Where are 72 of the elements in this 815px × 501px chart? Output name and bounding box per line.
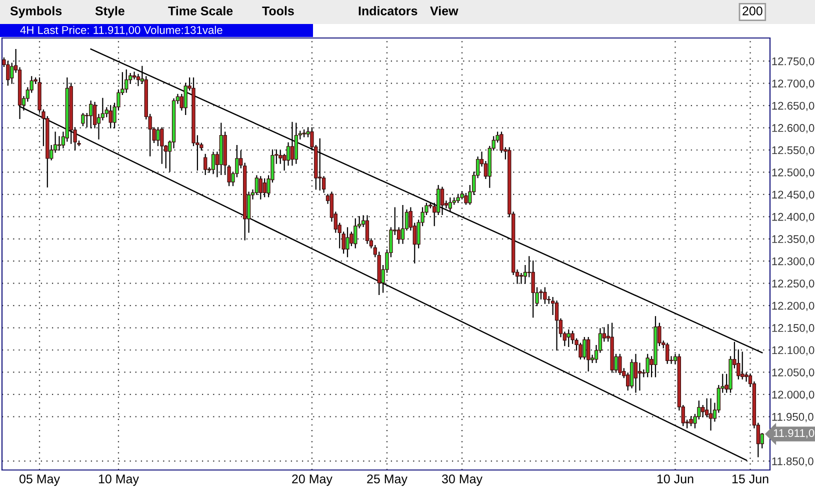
- candlestick: [318, 138, 322, 191]
- candlestick: [290, 122, 294, 166]
- candlestick: [278, 150, 282, 164]
- x-tick-label: 15 Jun: [732, 474, 768, 484]
- y-tick-label: 12.750,0: [772, 57, 814, 67]
- candlestick: [354, 218, 358, 248]
- y-tick-label: 12.450,0: [772, 190, 814, 200]
- y-tick-label: 12.300,0: [772, 257, 814, 267]
- candlestick: [211, 152, 216, 174]
- candlestick: [531, 260, 535, 318]
- chart-title: 4H Last Price: 11.911,00 Volume:131vale: [20, 26, 222, 36]
- candlestick: [708, 398, 713, 431]
- candlestick: [262, 178, 266, 198]
- candlestick: [440, 186, 444, 215]
- x-tick-label: 10 Jun: [657, 474, 694, 484]
- candlestick: [258, 176, 262, 200]
- candlestick: [701, 405, 705, 418]
- candlestick: [638, 362, 642, 391]
- y-tick-label: 12.650,0: [772, 102, 814, 112]
- candlestick: [582, 337, 586, 360]
- y-tick-label: 12.250,0: [772, 280, 814, 289]
- x-tick-label: 10 May: [98, 474, 139, 486]
- y-tick-label: 11.950,0: [772, 412, 814, 422]
- candlestick: [740, 352, 744, 380]
- text: Indicators: [358, 6, 418, 16]
- x-tick-label: 05 May: [20, 474, 60, 486]
- x-tick-label: 25 May: [367, 474, 408, 486]
- y-tick-label: 12.500,0: [772, 168, 814, 178]
- candlestick: [543, 287, 547, 304]
- candlestick: [108, 105, 112, 128]
- text: View: [430, 6, 458, 16]
- y-tick-label: 12.600,0: [772, 124, 814, 134]
- y-tick-label: 11.850,0: [772, 457, 814, 467]
- candlestick: [519, 273, 524, 284]
- candlestick: [586, 337, 590, 372]
- text: 200: [742, 6, 762, 16]
- text: Time Scale: [168, 6, 233, 16]
- text: Style: [95, 6, 124, 18]
- y-tick-label: 12.200,0: [772, 302, 814, 312]
- y-tick-label: 12.150,0: [772, 324, 814, 334]
- candlestick: [204, 154, 208, 175]
- text: 11.911,0: [774, 429, 814, 438]
- candlestick: [554, 300, 559, 351]
- y-tick-label: 12.100,0: [772, 346, 814, 356]
- candlestick: [6, 61, 10, 86]
- candlestick: [89, 100, 93, 128]
- candlestick: [156, 127, 160, 146]
- candlestick: [448, 197, 452, 212]
- candlestick: [346, 227, 350, 258]
- candlestick: [566, 329, 570, 347]
- candlestick: [666, 342, 670, 364]
- candlestick: [634, 354, 638, 393]
- candlestick: [646, 354, 650, 378]
- candlestick: [618, 354, 622, 375]
- y-tick-label: 12.000,0: [772, 390, 814, 400]
- candlestick: [294, 122, 298, 164]
- candlestick: [81, 113, 85, 126]
- x-tick-label: 30 May: [442, 474, 482, 486]
- y-tick-label: 12.050,0: [772, 368, 814, 378]
- candlestick: [160, 127, 164, 164]
- text: Tools: [262, 6, 294, 16]
- text: Symbols: [10, 6, 62, 18]
- y-tick-label: 12.350,0: [772, 235, 814, 244]
- candlestick: [464, 193, 468, 205]
- x-tick-label: 20 May: [292, 474, 332, 486]
- y-tick-label: 12.700,0: [772, 80, 814, 89]
- candlestick: [578, 342, 582, 360]
- candlestick: [124, 69, 128, 93]
- y-tick-label: 12.400,0: [772, 212, 814, 222]
- candlestick: [400, 205, 405, 244]
- candlestick: [10, 62, 14, 84]
- y-tick-label: 12.550,0: [772, 146, 814, 156]
